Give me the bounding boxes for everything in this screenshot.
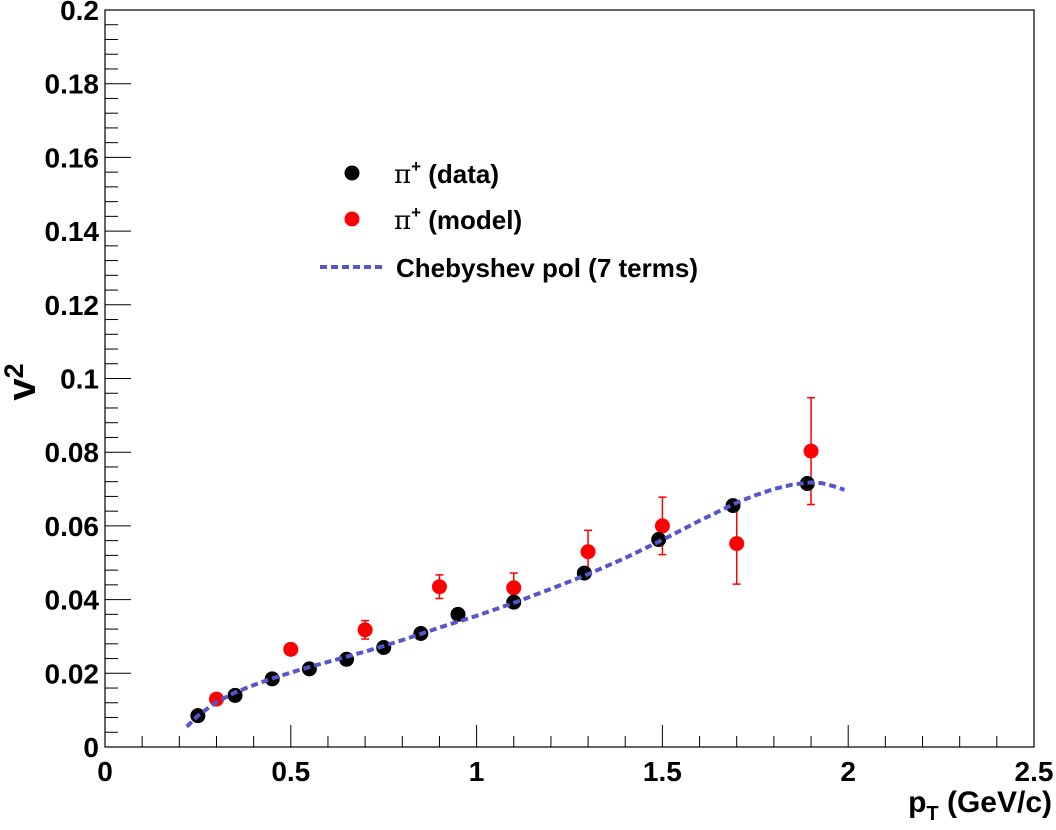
legend-label-text: (data) xyxy=(421,159,499,189)
y-tick-label: 0.18 xyxy=(45,69,100,100)
data-point xyxy=(803,443,819,459)
plot-frame xyxy=(104,9,1035,748)
x-axis-label-main: p xyxy=(908,786,926,819)
y-tick-label: 0.2 xyxy=(60,0,99,26)
legend-label-symbol: π xyxy=(394,206,411,236)
legend-label-text: (model) xyxy=(421,205,522,235)
y-tick-label: 0.1 xyxy=(60,364,99,395)
data-point xyxy=(283,641,299,657)
data-point xyxy=(357,622,373,638)
axis-ticks xyxy=(104,9,1035,748)
data-point xyxy=(729,536,745,552)
y-tick-label: 0 xyxy=(83,732,99,763)
x-tick-label: 0.5 xyxy=(271,756,310,787)
legend-label: Chebyshev pol (7 terms) xyxy=(396,253,698,283)
x-axis-label-space xyxy=(939,786,947,819)
y-axis-label: v2 xyxy=(0,363,44,400)
legend-marker xyxy=(344,211,360,227)
legend-label-symbol: π xyxy=(394,160,411,190)
y-tick-label: 0.12 xyxy=(45,290,100,321)
series-data xyxy=(190,476,815,724)
y-axis-label-main: v xyxy=(0,378,44,401)
y-tick-label: 0.16 xyxy=(45,142,100,173)
legend: π+ (data)π+ (model)Chebyshev pol (7 term… xyxy=(320,157,698,283)
legend-marker xyxy=(344,165,360,181)
data-point xyxy=(450,606,466,622)
plot-content xyxy=(185,396,846,729)
x-tick-label: 1.5 xyxy=(643,756,682,787)
x-axis-label-unit: (GeV/c) xyxy=(947,786,1052,819)
legend-label: π+ (data) xyxy=(394,157,499,190)
data-point xyxy=(506,580,522,596)
x-tick-label: 1 xyxy=(469,756,485,787)
legend-label-sup: + xyxy=(411,203,421,222)
y-tick-label: 0.14 xyxy=(45,216,100,247)
legend-label-sup: + xyxy=(411,157,421,176)
data-point xyxy=(799,476,815,492)
data-point xyxy=(580,544,596,560)
x-tick-label: 2.5 xyxy=(1015,756,1054,787)
x-tick-label: 0 xyxy=(97,756,113,787)
x-axis-label-sub: T xyxy=(926,803,938,825)
y-tick-label: 0.06 xyxy=(45,511,100,542)
legend-label: π+ (model) xyxy=(394,203,522,236)
series-model xyxy=(208,396,819,707)
data-point xyxy=(431,579,447,595)
fit-line xyxy=(185,480,846,729)
y-tick-label: 0.08 xyxy=(45,437,100,468)
y-axis-label-sub: 2 xyxy=(0,363,29,378)
y-tick-label: 0.02 xyxy=(45,658,100,689)
x-tick-label: 2 xyxy=(840,756,856,787)
data-point xyxy=(227,687,243,703)
data-point xyxy=(654,518,670,534)
x-axis-label: pT (GeV/c) xyxy=(908,786,1052,825)
tick-labels: 0 0.5 1 1.5 2 2.5 0 0.02 0.04 0.06 0.08 0.1 0.12 0.14… xyxy=(45,0,1054,787)
y-tick-label: 0.04 xyxy=(45,585,100,616)
